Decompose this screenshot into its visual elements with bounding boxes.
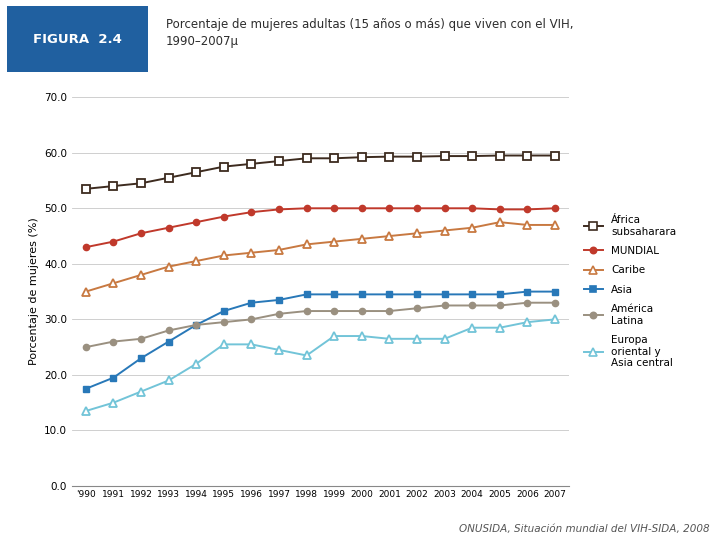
Legend: África
subsaharara, MUNDIAL, Caribe, Asia, América
Latina, Europa
oriental y
Asi: África subsaharara, MUNDIAL, Caribe, Asi… — [584, 215, 676, 368]
Bar — [7, 6, 148, 72]
Y-axis label: Porcentaje de mujeres (%): Porcentaje de mujeres (%) — [29, 218, 39, 366]
Text: FIGURA  2.4: FIGURA 2.4 — [33, 32, 122, 46]
Text: Porcentaje de mujeres adultas (15 años o más) que viven con el VIH,
1990–2007µ: Porcentaje de mujeres adultas (15 años o… — [166, 18, 573, 48]
Text: ONUSIDA, Situación mundial del VIH-SIDA, 2008: ONUSIDA, Situación mundial del VIH-SIDA,… — [459, 523, 709, 534]
